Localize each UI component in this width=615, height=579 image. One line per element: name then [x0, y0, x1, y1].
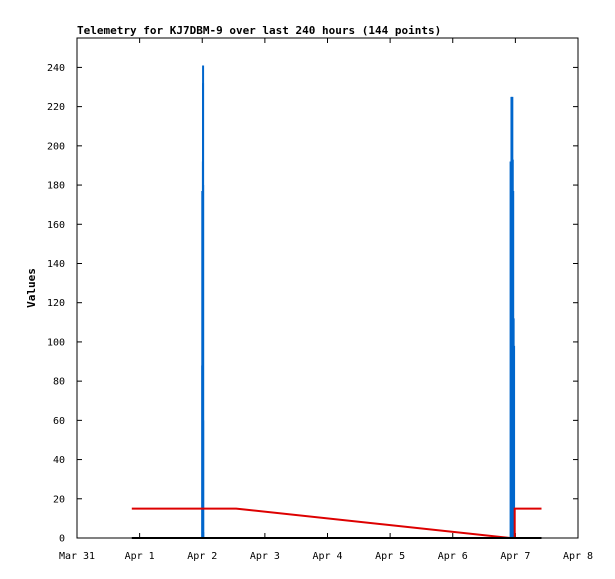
y-tick-label: 20 — [53, 494, 65, 505]
y-axis: 0 20 40 60 80 100 120 140 160 180 200 220 240 — [47, 63, 578, 545]
y-tick-label: 40 — [53, 455, 65, 466]
x-tick-label: Mar 31 — [59, 551, 95, 562]
y-tick-label: 100 — [47, 337, 65, 348]
y-tick-label: 80 — [53, 377, 65, 388]
x-tick-label: Apr 2 — [187, 551, 217, 562]
y-tick-label: 60 — [53, 416, 65, 427]
x-tick-label: Apr 1 — [125, 551, 155, 562]
y-tick-label: 240 — [47, 63, 65, 74]
series-layer — [131, 65, 542, 539]
y-tick-label: 160 — [47, 220, 65, 231]
x-tick-label: Apr 8 — [563, 551, 593, 562]
y-tick-label: 200 — [47, 141, 65, 152]
x-tick-label: Apr 6 — [438, 551, 468, 562]
y-tick-label: 220 — [47, 102, 65, 113]
x-tick-label: Apr 4 — [312, 551, 342, 562]
x-tick-label: Apr 3 — [250, 551, 280, 562]
y-tick-label: 0 — [59, 534, 65, 545]
x-tick-label: Apr 7 — [500, 551, 530, 562]
chart-title: Telemetry for KJ7DBM-9 over last 240 hou… — [77, 24, 441, 37]
x-tick-label: Apr 5 — [375, 551, 405, 562]
x-axis: Mar 31 Apr 1 Apr 2 Apr 3 Apr 4 Apr 5 Apr 6 Apr … — [59, 38, 593, 562]
y-axis-label: Values — [25, 268, 38, 308]
y-tick-label: 180 — [47, 181, 65, 192]
y-tick-label: 140 — [47, 259, 65, 270]
y-tick-label: 120 — [47, 298, 65, 309]
plot-area — [76, 37, 579, 539]
